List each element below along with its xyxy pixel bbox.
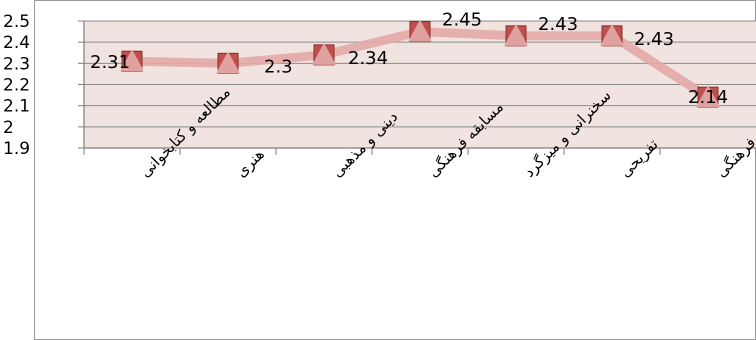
- data-label: 2.43: [538, 14, 578, 35]
- data-label: 2.3: [264, 56, 293, 77]
- data-label: 2.45: [442, 10, 482, 31]
- y-tick-label: 1.9: [3, 139, 30, 159]
- y-tick-label: 2.1: [3, 97, 30, 117]
- data-point-triangle: [120, 49, 144, 72]
- data-label: 2.14: [688, 87, 728, 108]
- plot-area: 1.922.12.22.32.42.52.31 2.3 2.342.45 2.432.…: [3, 10, 756, 181]
- data-label: 2.31: [90, 52, 130, 73]
- y-tick-label: 2.4: [3, 33, 30, 53]
- data-point-triangle: [696, 85, 720, 108]
- y-tick-label: 2.5: [3, 12, 30, 32]
- data-point-triangle: [408, 19, 432, 42]
- data-label: 2.34: [348, 48, 388, 69]
- y-tick-label: 2: [3, 118, 14, 138]
- data-point-triangle: [312, 42, 336, 65]
- data-label: 2.43: [634, 29, 674, 50]
- data-point-triangle: [216, 51, 240, 74]
- data-point-triangle: [600, 23, 624, 46]
- y-tick-label: 2.2: [3, 76, 30, 96]
- y-tick-label: 2.3: [3, 54, 30, 74]
- data-point-triangle: [504, 23, 528, 46]
